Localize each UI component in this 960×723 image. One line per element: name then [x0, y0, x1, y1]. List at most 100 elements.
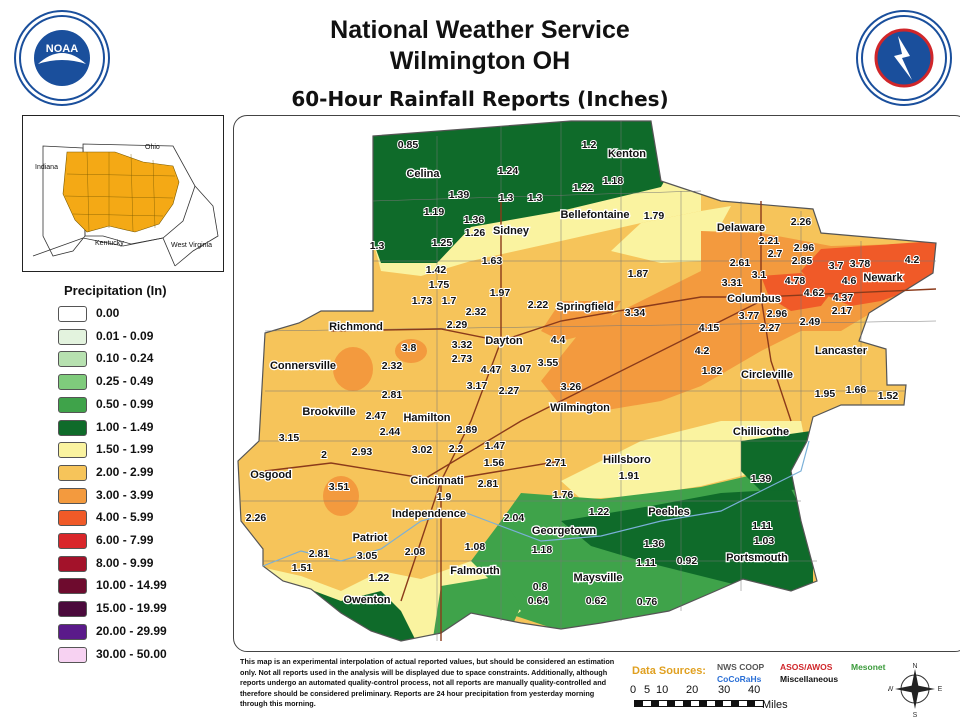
scale-tick-30: 30: [718, 684, 731, 696]
legend-swatch: [58, 646, 87, 663]
scale-tick-10: 10: [656, 684, 669, 696]
rainfall-report-value: 2.04: [504, 512, 525, 524]
rainfall-report-value: 1.26: [465, 227, 486, 239]
city-label: Bellefontaine: [560, 209, 629, 221]
data-sources-title: Data Sources:: [632, 665, 706, 677]
rainfall-report-value: 3.05: [357, 550, 378, 562]
rainfall-report-value: 2: [321, 449, 327, 461]
city-label: Peebles: [648, 506, 690, 518]
rainfall-report-value: 3.7: [829, 260, 844, 272]
legend-label: 0.25 - 0.49: [96, 374, 154, 389]
zone-4-00-5-99-newark: [801, 241, 936, 306]
compass-rose-icon: N S E W: [887, 660, 943, 719]
rainfall-report-value: 1.76: [553, 489, 574, 501]
rainfall-report-value: 1.52: [878, 390, 899, 402]
compass-west: W: [888, 686, 894, 693]
city-label: Dayton: [485, 335, 523, 347]
legend-swatch: [58, 578, 87, 595]
rainfall-report-value: 1.22: [573, 182, 594, 194]
city-label: Sidney: [493, 225, 530, 237]
rainfall-report-value: 2.27: [760, 322, 781, 334]
city-label: Lancaster: [815, 345, 868, 357]
rainfall-report-value: 2.73: [452, 353, 473, 365]
rainfall-report-value: 1.51: [292, 562, 313, 574]
rainfall-report-value: 1.82: [702, 365, 723, 377]
city-label: Owenton: [343, 594, 390, 606]
cwa-boundary: [237, 120, 937, 642]
rainfall-report-value: 2.71: [546, 457, 567, 469]
scale-tick-5: 5: [644, 684, 651, 696]
locator-inset-map: Ohio Indiana Kentucky West Virginia: [22, 115, 224, 272]
rainfall-report-value: 1.22: [589, 506, 610, 518]
zone-3-00-3-99-richmond: [395, 339, 427, 363]
legend-swatch: [58, 396, 87, 413]
legend-swatch: [58, 351, 87, 368]
rainfall-report-value: 2.81: [478, 478, 499, 490]
legend-label: 0.01 - 0.09: [96, 328, 154, 343]
city-label: Osgood: [250, 469, 292, 481]
noaa-logo: NOAA: [14, 10, 110, 106]
rainfall-report-value: 1.95: [815, 388, 836, 400]
rainfall-report-value: 3.26: [561, 381, 582, 393]
legend-label: 8.00 - 9.99: [96, 555, 154, 570]
legend-swatch: [58, 374, 87, 391]
rainfall-report-value: 1.39: [751, 473, 772, 485]
city-label: Wilmington: [550, 402, 610, 414]
disclaimer-text: This map is an experimental interpolatio…: [240, 657, 615, 708]
rainfall-report-value: 4.15: [699, 322, 720, 334]
rainfall-report-value: 4.47: [481, 364, 502, 376]
rainfall-report-value: 2.2: [449, 443, 464, 455]
rainfall-report-value: 2.26: [791, 216, 812, 228]
rainfall-map: Celina Kenton Bellefontaine Sidney Delaware S…: [233, 115, 960, 652]
rainfall-report-value: 1.36: [644, 538, 665, 550]
rainfall-report-value: 2.08: [405, 546, 426, 558]
rainfall-report-value: 1.19: [424, 206, 445, 218]
rainfall-report-value: 1.2: [582, 139, 597, 151]
inset-label-indiana: Indiana: [35, 164, 58, 171]
zone-4-00-5-99-columbus: [761, 273, 831, 311]
rainfall-report-value: 1.3: [499, 192, 514, 204]
rainfall-map-graphic: Celina Kenton Bellefontaine Sidney Delaware S…: [237, 120, 937, 642]
rainfall-report-value: 1.3: [370, 240, 385, 252]
city-label: Hamilton: [403, 412, 450, 424]
rainfall-report-value: 1.9: [437, 491, 452, 503]
rainfall-report-value: 1.39: [449, 189, 470, 201]
rainfall-report-value: 3.15: [279, 432, 300, 444]
inset-label-kentucky: Kentucky: [95, 240, 124, 247]
city-label: Chillicothe: [733, 426, 789, 438]
rainfall-report-value: 4.2: [695, 345, 710, 357]
scale-tick-40: 40: [748, 684, 761, 696]
legend-label: 10.00 - 14.99: [96, 578, 167, 593]
compass-north: N: [912, 663, 917, 670]
rainfall-report-value: 2.22: [528, 299, 549, 311]
rainfall-report-value: 3.55: [538, 357, 559, 369]
zone-3-00-3-99-connersville: [333, 347, 373, 391]
legend-label: 0.10 - 0.24: [96, 351, 154, 366]
legend-swatch: [58, 601, 87, 618]
rainfall-report-value: 2.61: [730, 257, 751, 269]
rainfall-report-value: 2.26: [246, 512, 267, 524]
page-title: National Weather Service: [330, 16, 630, 44]
rainfall-report-value: 1.73: [412, 295, 433, 307]
inset-label-ohio: Ohio: [145, 144, 160, 151]
rainfall-report-value: 1.22: [369, 572, 390, 584]
rainfall-report-value: 2.29: [447, 319, 468, 331]
rainfall-report-value: 2.17: [832, 305, 853, 317]
rainfall-report-value: 2.21: [759, 235, 780, 247]
rainfall-report-value: 3.32: [452, 339, 473, 351]
city-label: Georgetown: [532, 525, 596, 537]
legend-swatch: [58, 464, 87, 481]
legend-swatch: [58, 487, 87, 504]
legend-label: 0.50 - 0.99: [96, 396, 154, 411]
city-label: Brookville: [302, 406, 355, 418]
legend-swatch: [58, 555, 87, 572]
legend-label: 1.50 - 1.99: [96, 442, 154, 457]
city-label: Portsmouth: [726, 552, 788, 564]
source-nws-coop: NWS COOP: [717, 662, 765, 672]
legend-swatch: [58, 533, 87, 549]
city-label: Maysville: [574, 572, 623, 584]
rainfall-report-value: 2.44: [380, 426, 401, 438]
rainfall-report-value: 1.24: [498, 165, 519, 177]
rainfall-report-value: 3.77: [739, 310, 760, 322]
city-label: Falmouth: [450, 565, 500, 577]
